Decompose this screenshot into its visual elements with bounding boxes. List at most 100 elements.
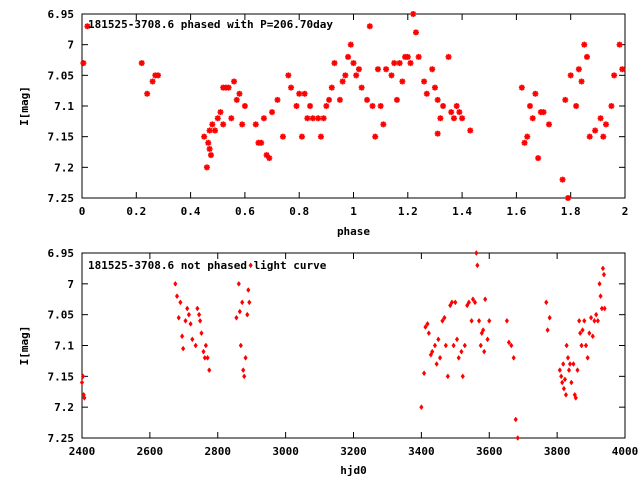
y-tick-label: 7.05 <box>48 309 75 322</box>
data-point <box>562 96 569 103</box>
data-point <box>196 311 202 318</box>
x-tick-label: 0.4 <box>181 205 201 218</box>
x-ticks: 2400 2600 2800 3000 3200 3400 3600 3800 4000 <box>69 253 639 458</box>
y-tick-label: 7.2 <box>54 401 74 414</box>
data-point <box>421 78 428 85</box>
data-point <box>174 293 180 300</box>
data-point <box>431 84 438 91</box>
data-point <box>592 317 597 324</box>
data-point <box>560 379 565 386</box>
x-tick-label: 2600 <box>137 445 164 458</box>
data-point <box>559 373 564 380</box>
data-point <box>248 262 253 269</box>
data-point <box>176 314 181 321</box>
data-point <box>241 367 246 374</box>
data-point <box>201 133 208 140</box>
data-point <box>201 348 206 355</box>
data-point <box>448 302 453 309</box>
data-point <box>474 250 479 256</box>
x-tick-label: 2800 <box>205 445 232 458</box>
data-point <box>487 317 492 324</box>
data-point <box>581 41 588 48</box>
data-point <box>524 133 531 140</box>
data-point <box>588 314 594 321</box>
data-point <box>274 96 281 103</box>
data-point <box>521 139 528 146</box>
data-point <box>582 317 587 324</box>
data-point <box>396 60 403 67</box>
data-point <box>336 96 343 103</box>
data-point <box>315 115 322 122</box>
data-point <box>445 53 452 60</box>
data-point <box>203 164 210 171</box>
data-point <box>506 339 512 346</box>
data-point <box>567 361 573 367</box>
data-point <box>331 60 338 67</box>
data-point <box>377 103 384 109</box>
data-point <box>197 317 203 324</box>
data-point <box>561 361 566 367</box>
data-point <box>138 60 145 67</box>
data-point <box>454 336 460 343</box>
data-point <box>293 103 300 109</box>
data-point <box>421 370 427 377</box>
data-point <box>423 90 430 97</box>
y-tick-label: 6.95 <box>48 247 75 260</box>
data-point <box>590 333 595 340</box>
data-point <box>186 311 192 318</box>
data-point <box>571 361 576 367</box>
data-point <box>190 336 195 343</box>
data-point <box>205 139 212 146</box>
data-point <box>511 354 516 361</box>
data-point <box>518 84 525 91</box>
data-point <box>173 280 178 287</box>
data-point <box>456 354 461 361</box>
data-point <box>412 29 419 36</box>
data-point <box>266 155 273 162</box>
y-tick-label: 6.95 <box>48 8 75 21</box>
data-point <box>209 121 216 128</box>
x-tick-label: 4000 <box>612 445 639 458</box>
data-point <box>443 342 448 349</box>
data-point <box>347 41 354 48</box>
data-point <box>526 103 533 109</box>
data-point <box>547 314 552 321</box>
data-point <box>350 60 357 67</box>
x-tick-label: 0 <box>79 205 86 218</box>
data-point <box>575 367 580 374</box>
data-point <box>246 287 251 293</box>
data-point <box>562 376 568 383</box>
y-tick-label: 7.05 <box>48 69 75 82</box>
data-point <box>578 330 583 337</box>
data-point <box>263 152 270 159</box>
y-tick-label: 7 <box>67 278 74 291</box>
data-point <box>369 103 376 109</box>
data-point <box>225 84 232 91</box>
data-point <box>231 78 238 85</box>
data-point <box>611 72 618 79</box>
data-point <box>252 121 259 128</box>
data-point <box>540 109 547 116</box>
data-point <box>399 78 406 85</box>
data-point <box>326 96 333 103</box>
data-point <box>188 320 193 327</box>
data-point <box>288 84 295 91</box>
data-point <box>214 115 221 122</box>
data-point <box>236 280 241 287</box>
data-point <box>448 109 455 116</box>
data-point <box>374 66 381 73</box>
data-point <box>364 96 371 103</box>
data-point <box>203 342 208 349</box>
data-point <box>155 72 162 79</box>
x-tick-label: 1 <box>350 205 357 218</box>
x-tick-label: 2400 <box>69 445 96 458</box>
data-point <box>513 416 518 423</box>
data-point <box>228 115 235 122</box>
data-point <box>583 342 589 349</box>
data-point <box>328 84 335 91</box>
data-point <box>434 96 441 103</box>
data-point <box>199 330 204 337</box>
data-point <box>206 145 213 152</box>
data-point <box>616 41 623 48</box>
